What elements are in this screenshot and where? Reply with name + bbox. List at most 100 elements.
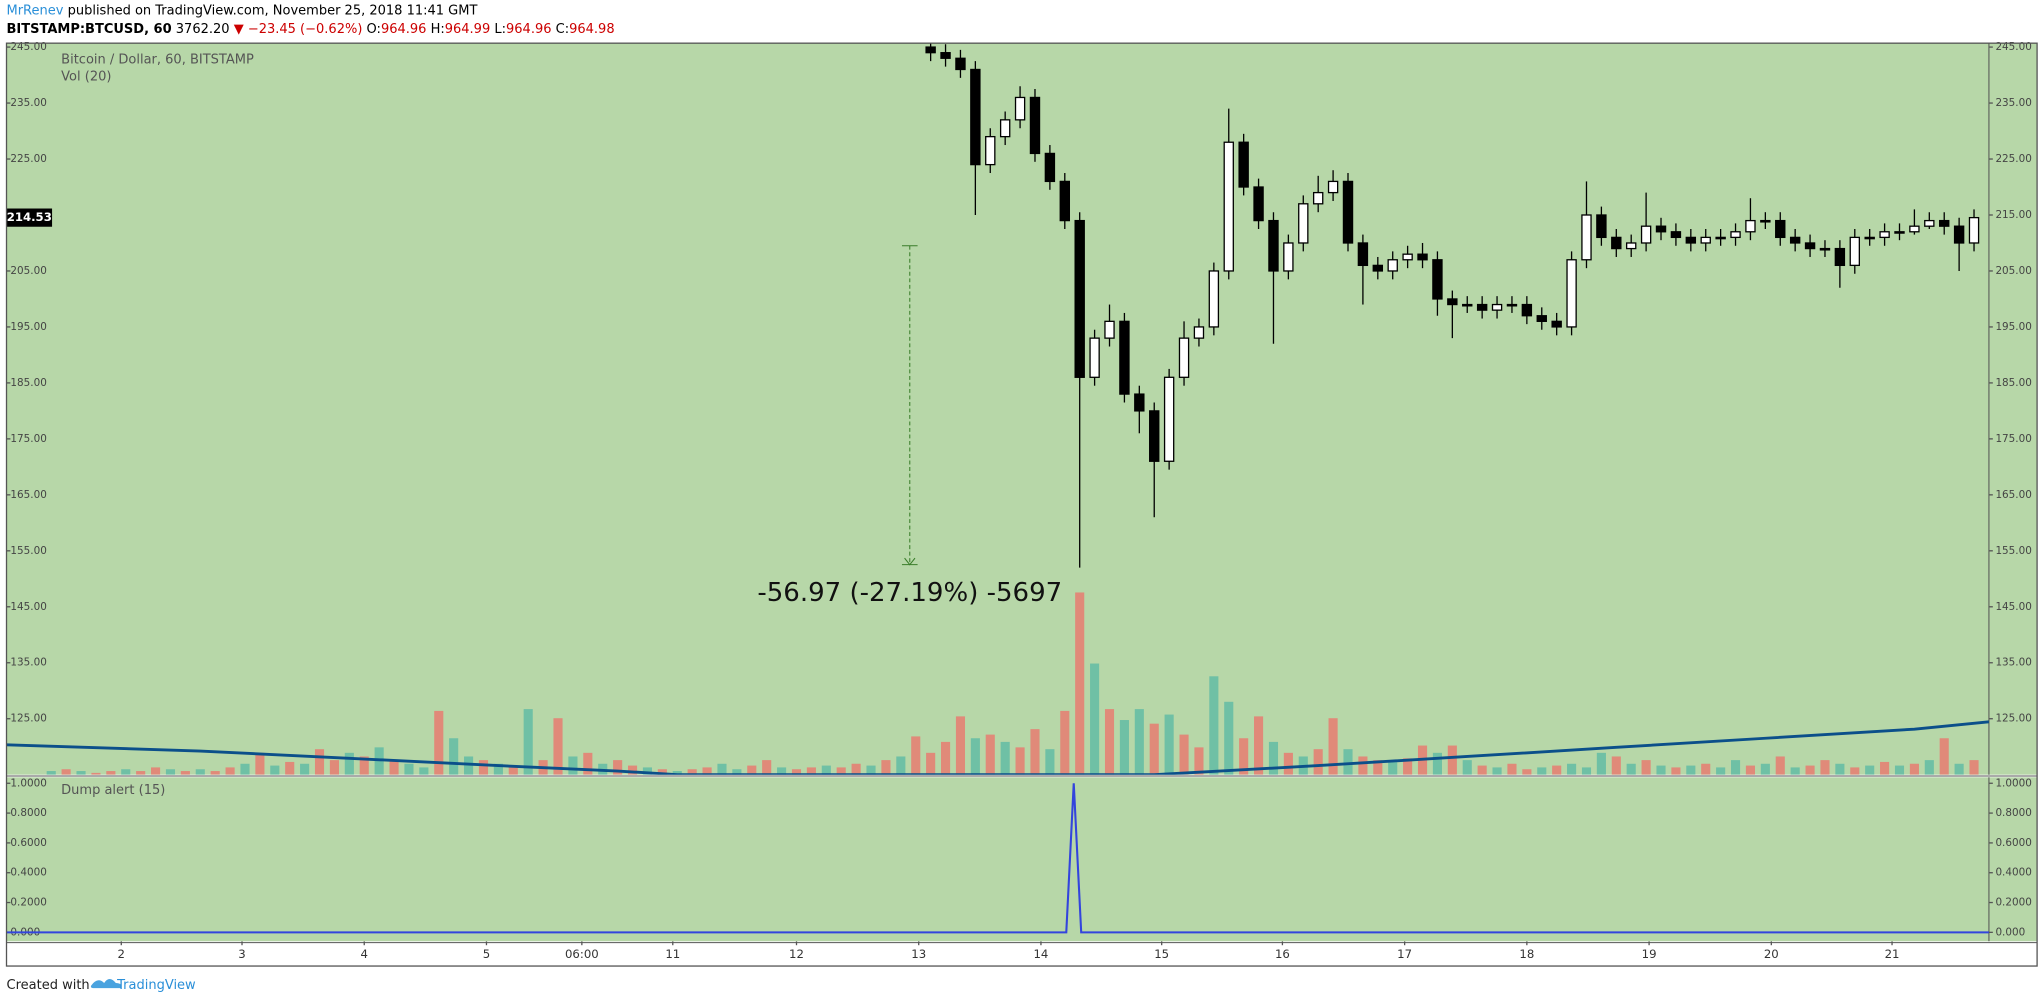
candle-body — [1625, 242, 1637, 250]
candle-body — [1536, 315, 1547, 322]
volume-bar — [1522, 769, 1532, 775]
volume-bar — [1477, 765, 1487, 775]
header-line-1: MrRenev published on TradingView.com, No… — [7, 3, 478, 18]
volume-bar — [762, 760, 772, 775]
volume-bar — [1388, 761, 1398, 775]
symbol: BITSTAMP:BTCUSD, 60 — [7, 21, 172, 36]
x-tick-label: 06:00 — [565, 947, 599, 961]
volume-bar — [806, 767, 816, 775]
y-tick-label: 0.2000 — [1995, 897, 2031, 909]
c: 964.98 — [569, 21, 615, 36]
candle-body — [1402, 253, 1413, 261]
x-tick-label: 4 — [361, 947, 368, 961]
change: ▼ −23.45 (−0.62%) — [234, 21, 363, 36]
candle-body — [1775, 219, 1786, 239]
candle-body — [1924, 219, 1935, 227]
candle-body — [1849, 236, 1860, 267]
volume-bar — [1492, 767, 1502, 775]
y-tick-label: 0.2000 — [10, 897, 46, 909]
candle-body — [1789, 236, 1801, 244]
candle-body — [1014, 96, 1026, 121]
pane-title: Dump alert (15) — [61, 783, 165, 798]
volume-bar — [1328, 718, 1338, 775]
volume-bar — [1775, 756, 1785, 775]
candle-body — [1432, 259, 1443, 300]
volume-bar — [1909, 763, 1919, 775]
candle-body — [1462, 303, 1473, 307]
volume-bar — [1313, 749, 1323, 775]
last-price-tag — [6, 208, 53, 227]
candle-body — [1611, 236, 1622, 250]
volume-bar — [61, 769, 71, 775]
x-tick-label: 15 — [1154, 947, 1169, 961]
volume-bar — [1149, 723, 1159, 775]
volume-bar — [1268, 741, 1279, 775]
candle-body — [970, 68, 981, 166]
candle-body — [1447, 298, 1458, 306]
candle-body — [1968, 216, 1980, 244]
y-tick-label: 145.00 — [1995, 601, 2031, 613]
volume-bar — [91, 772, 101, 775]
volume-bar — [851, 763, 861, 775]
volume-bar — [225, 767, 235, 775]
candle-body — [1312, 191, 1324, 205]
volume-bar — [970, 738, 980, 775]
volume-bar — [389, 760, 399, 775]
candle-body — [1357, 242, 1369, 267]
volume-bar — [136, 771, 146, 775]
volume-bar — [1090, 663, 1100, 775]
y-tick-label: 0.8000 — [1995, 807, 2031, 819]
frame — [5, 42, 2038, 967]
volume-bar — [1462, 760, 1472, 775]
candle-body — [1581, 214, 1592, 261]
volume-bar — [1686, 765, 1696, 775]
candle-body — [1327, 180, 1339, 194]
footer-brand[interactable]: TradingView — [116, 978, 196, 993]
y-tick-label: 155.00 — [10, 545, 46, 557]
x-tick-label: 19 — [1642, 947, 1657, 961]
candle-body — [985, 135, 996, 166]
header-line-2: BITSTAMP:BTCUSD, 60 3762.20 ▼ −23.45 (−0… — [7, 21, 615, 36]
candle-body — [1253, 186, 1264, 222]
candle-body — [1387, 259, 1398, 272]
volume-bar — [1850, 767, 1860, 775]
volume-bar — [836, 767, 846, 775]
o: 964.96 — [381, 21, 427, 36]
volume-bar — [314, 749, 325, 775]
volume-bar — [627, 765, 638, 775]
y-tick-label: 0.6000 — [10, 837, 46, 849]
candle-body — [925, 46, 936, 54]
volume-bar — [285, 761, 295, 775]
volume-bar — [1865, 765, 1875, 775]
candle-body — [1760, 219, 1771, 223]
logo — [90, 979, 122, 989]
candle-body — [1655, 225, 1667, 233]
candle-body — [1476, 303, 1488, 311]
volume-bar — [1552, 765, 1562, 775]
volume-bar — [210, 771, 220, 775]
y-tick-label: 185.00 — [1995, 377, 2031, 389]
candle-body — [1268, 219, 1279, 272]
x-tick-label: 13 — [911, 947, 926, 961]
volume-bar — [1835, 763, 1845, 775]
volume-bar — [732, 769, 742, 775]
candle-body — [1491, 303, 1503, 311]
volume-bar — [1671, 767, 1681, 775]
y-tick-label: 125.00 — [10, 713, 46, 725]
volume-bar — [508, 765, 518, 775]
volume-bar — [1596, 752, 1606, 775]
y-tick-label: 135.00 — [10, 657, 46, 669]
candle-body — [1953, 225, 1965, 244]
pane-title: Bitcoin / Dollar, 60, BITSTAMP — [61, 53, 254, 68]
candle-body — [1298, 203, 1309, 244]
volume-bar — [1730, 760, 1741, 775]
candle-body — [1193, 326, 1205, 339]
volume-bar — [747, 765, 757, 775]
author[interactable]: MrRenev — [7, 3, 64, 18]
y-tick-label: 225.00 — [1995, 153, 2031, 165]
y-tick-label: 125.00 — [1995, 713, 2031, 725]
volume-bar — [464, 756, 474, 775]
volume-bar — [1760, 763, 1770, 775]
volume-bar — [1567, 763, 1577, 775]
footer-created: Created with — [7, 978, 90, 993]
